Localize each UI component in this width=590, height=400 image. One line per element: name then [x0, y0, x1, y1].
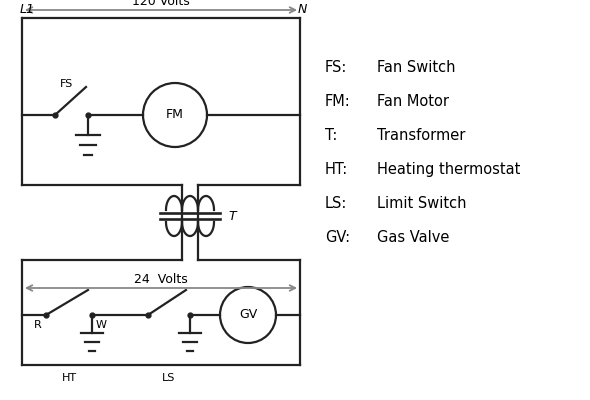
Text: GV: GV	[239, 308, 257, 322]
Text: Fan Switch: Fan Switch	[377, 60, 455, 75]
Text: T:: T:	[325, 128, 337, 143]
Text: Limit Switch: Limit Switch	[377, 196, 467, 211]
Text: W: W	[96, 320, 107, 330]
Text: Heating thermostat: Heating thermostat	[377, 162, 520, 177]
Text: N: N	[297, 3, 307, 16]
Text: Transformer: Transformer	[377, 128, 466, 143]
Text: FS: FS	[60, 79, 73, 89]
Text: T: T	[228, 210, 235, 222]
Text: FM: FM	[166, 108, 184, 122]
Text: L1: L1	[20, 3, 35, 16]
Text: R: R	[34, 320, 42, 330]
Text: Gas Valve: Gas Valve	[377, 230, 450, 245]
Text: LS:: LS:	[325, 196, 348, 211]
Text: 24  Volts: 24 Volts	[134, 273, 188, 286]
Text: HT: HT	[61, 373, 77, 383]
Text: FM:: FM:	[325, 94, 350, 109]
Text: HT:: HT:	[325, 162, 348, 177]
Text: 120 Volts: 120 Volts	[132, 0, 190, 8]
Text: LS: LS	[162, 373, 176, 383]
Text: GV:: GV:	[325, 230, 350, 245]
Text: FS:: FS:	[325, 60, 348, 75]
Text: Fan Motor: Fan Motor	[377, 94, 449, 109]
